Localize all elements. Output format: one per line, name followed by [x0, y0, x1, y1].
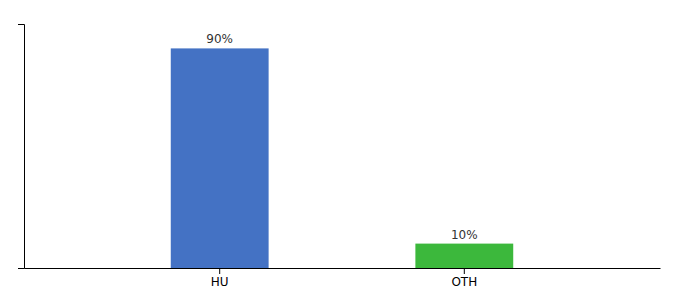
y-axis-line: [18, 25, 25, 269]
x-axis: HU OTH: [25, 268, 661, 289]
x-tick: OTH: [451, 268, 477, 289]
x-tick-mark: [464, 268, 465, 274]
x-axis-line: [25, 268, 661, 269]
data-labels: 90% 10%: [206, 32, 477, 241]
x-tick-label: HU: [211, 275, 229, 289]
x-tick-label: OTH: [451, 275, 477, 289]
marks: [171, 48, 513, 268]
x-tick-mark: [219, 268, 220, 274]
bar: [171, 48, 269, 268]
data-label: 10%: [451, 228, 478, 242]
chart-svg: HU OTH 90% 10%: [0, 0, 680, 300]
x-tick: HU: [211, 268, 229, 289]
bar: [415, 244, 513, 268]
y-axis: [18, 25, 25, 269]
chart-container: HU OTH 90% 10%: [0, 0, 680, 300]
plot: HU OTH 90% 10%: [18, 25, 661, 289]
data-label: 90%: [206, 32, 233, 46]
